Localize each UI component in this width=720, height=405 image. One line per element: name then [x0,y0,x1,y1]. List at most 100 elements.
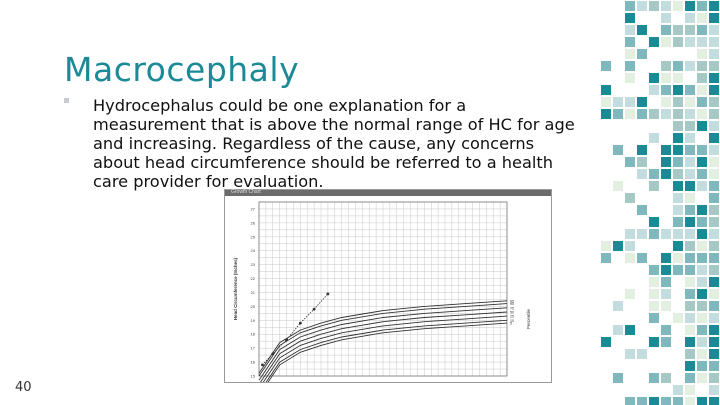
mosaic-tile [661,289,671,299]
percentile-label: 95 [510,299,514,303]
mosaic-tile [637,169,647,179]
y-tick-label: 21 [251,290,256,295]
mosaic-tile [709,133,719,143]
y-tick-label: 15 [251,374,256,379]
mosaic-tile [673,193,683,203]
plot-frame [258,201,508,377]
percentile-axis-label: Percentile [526,309,531,330]
mosaic-tile [709,325,719,335]
mosaic-tile [685,325,695,335]
mosaic-tile [697,265,707,275]
mosaic-tile [709,61,719,71]
mosaic-tile [697,1,707,11]
mosaic-tile [661,25,671,35]
mosaic-tile [697,97,707,107]
mosaic-tile [709,253,719,263]
chart-window-titlebar: Growth Chart [225,189,551,196]
mosaic-tile [709,373,719,383]
mosaic-tile [709,73,719,83]
mosaic-tile [649,277,659,287]
y-tick-label: 24 [251,248,256,253]
bullet-text: Hydrocephalus could be one explanation f… [93,96,575,192]
mosaic-tile [613,109,623,119]
percentile-label: 10 [510,319,514,323]
mosaic-tile [697,13,707,23]
mosaic-tile [613,97,623,107]
mosaic-tile [697,25,707,35]
mosaic-tile [649,181,659,191]
y-tick-label: 27 [251,206,256,211]
y-tick-label: 18 [251,332,256,337]
percentile-curve-25 [262,315,508,382]
mosaic-tile [685,25,695,35]
mosaic-tile [709,229,719,239]
mosaic-tile [709,1,719,11]
mosaic-tile [625,349,635,359]
mosaic-tile [697,61,707,71]
mosaic-tile [673,313,683,323]
mosaic-tile [709,181,719,191]
mosaic-tile [685,265,695,275]
mosaic-tile [685,289,695,299]
mosaic-tile [601,61,611,71]
mosaic-tile [637,205,647,215]
mosaic-tile [709,25,719,35]
mosaic-tile [649,289,659,299]
percentile-label: 5 [510,322,512,326]
mosaic-tile [685,361,695,371]
percentile-label: 90 [510,302,514,306]
mosaic-tile [697,85,707,95]
mosaic-tile [673,169,683,179]
mosaic-tile [673,133,683,143]
mosaic-tile [649,37,659,47]
mosaic-tile [673,265,683,275]
mosaic-tile [625,253,635,263]
mosaic-tile [625,37,635,47]
y-tick-label: 22 [251,276,256,281]
y-axis-label: Head Circumference (Inches) [233,257,238,320]
mosaic-tile [709,49,719,59]
mosaic-tile [685,193,695,203]
mosaic-tile [697,109,707,119]
mosaic-tile [673,241,683,251]
mosaic-tile [613,241,623,251]
mosaic-tile [673,157,683,167]
mosaic-tile [685,397,695,405]
mosaic-tile [661,97,671,107]
mosaic-tile [637,97,647,107]
mosaic-tile [685,301,695,311]
mosaic-tile [625,289,635,299]
mosaic-tile [685,253,695,263]
mosaic-tile [697,37,707,47]
mosaic-tile [685,145,695,155]
bullet-marker [64,98,69,103]
mosaic-tile [625,25,635,35]
mosaic-tile [697,397,707,405]
mosaic-tile [637,1,647,11]
mosaic-tile [685,61,695,71]
mosaic-tile [601,109,611,119]
mosaic-tile [613,373,623,383]
mosaic-tile [673,109,683,119]
percentile-curve-10 [265,319,508,382]
mosaic-tile [709,37,719,47]
slide-title: Macrocephaly [64,50,300,89]
mosaic-tile [685,385,695,395]
mosaic-tile [601,85,611,95]
mosaic-tile [709,265,719,275]
percentile-curve-50 [260,311,508,382]
mosaic-tile [661,325,671,335]
mosaic-tile [709,349,719,359]
mosaic-tile [709,397,719,405]
mosaic-tile [685,37,695,47]
patient-measurement-line [262,293,329,366]
mosaic-tile [709,193,719,203]
percentile-curve-75 [258,307,508,381]
mosaic-tile [697,145,707,155]
y-tick-label: 19 [251,318,256,323]
mosaic-tile [625,229,635,239]
mosaic-tile [661,337,671,347]
mosaic-tile [697,325,707,335]
percentile-curve-5 [267,322,508,382]
decorative-mosaic [601,1,719,405]
